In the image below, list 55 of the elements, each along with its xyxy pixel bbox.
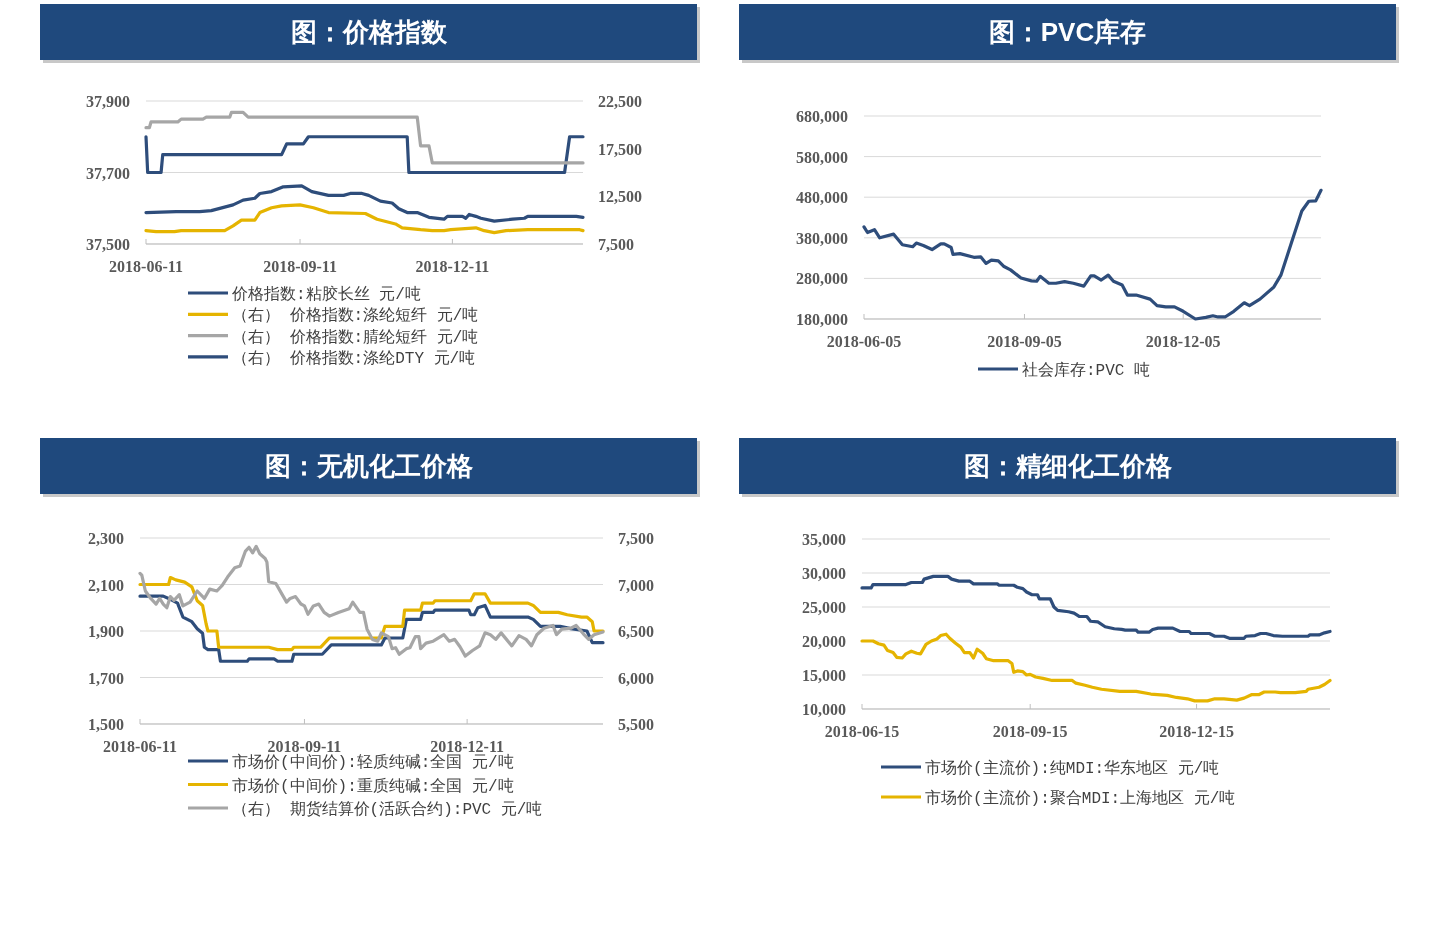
legend-label: （右） 期货结算价(活跃合约):PVC 元/吨	[232, 800, 543, 819]
y2-tick-label: 7,500	[618, 530, 654, 547]
legend-label: 市场价(主流价):聚合MDI:上海地区 元/吨	[925, 789, 1236, 808]
chart-title: 图：精细化工价格	[963, 451, 1172, 481]
y-tick-label: 37,900	[86, 93, 130, 110]
y2-tick-label: 22,500	[598, 93, 642, 110]
y-tick-label: 480,000	[796, 189, 848, 207]
chart-title: 图：价格指数	[290, 17, 448, 47]
y2-tick-label: 5,500	[618, 716, 654, 733]
y2-tick-label: 17,500	[598, 140, 642, 158]
x-tick-label: 2018-06-15	[824, 723, 900, 740]
y-tick-label: 280,000	[796, 270, 848, 288]
y2-tick-label: 6,500	[618, 623, 654, 640]
x-tick-label: 2018-09-11	[263, 258, 337, 275]
y-tick-label: 180,000	[796, 311, 848, 328]
x-tick-label: 2018-06-05	[826, 333, 902, 350]
y-tick-label: 20,000	[802, 633, 846, 650]
legend-label: （右） 价格指数:涤纶短纤 元/吨	[232, 306, 479, 326]
y2-tick-label: 7,500	[598, 236, 634, 253]
y-tick-label: 680,000	[796, 108, 848, 125]
x-tick-label: 2018-06-11	[103, 738, 177, 755]
legend-label: 市场价(主流价):纯MDI:华东地区 元/吨	[925, 759, 1220, 778]
x-tick-label: 2018-09-05	[987, 333, 1062, 350]
x-tick-label: 2018-12-15	[1159, 723, 1234, 740]
y-tick-label: 37,500	[86, 236, 130, 253]
y-tick-label: 30,000	[802, 565, 846, 582]
y-tick-label: 15,000	[802, 667, 846, 684]
y-tick-label: 2,100	[88, 576, 124, 594]
y-tick-label: 380,000	[796, 229, 848, 247]
legend-label: 市场价(中间价):轻质纯碱:全国 元/吨	[232, 753, 514, 772]
y-tick-label: 25,000	[802, 599, 846, 616]
x-tick-label: 2018-06-11	[109, 258, 183, 275]
y-tick-label: 35,000	[802, 531, 846, 548]
chart-title: 图：无机化工价格	[264, 451, 473, 481]
y-tick-label: 1,900	[88, 623, 124, 640]
y-tick-label: 1,500	[88, 716, 124, 733]
x-tick-label: 2018-12-11	[415, 258, 490, 275]
x-tick-label: 2018-09-11	[267, 738, 342, 755]
y2-tick-label: 6,000	[618, 669, 654, 687]
y-tick-label: 1,700	[88, 669, 124, 687]
legend-label: 市场价(中间价):重质纯碱:全国 元/吨	[232, 776, 514, 796]
y2-tick-label: 12,500	[598, 188, 642, 206]
y-tick-label: 2,300	[88, 530, 124, 547]
y-tick-label: 10,000	[802, 701, 846, 718]
legend-label: （右） 价格指数:涤纶DTY 元/吨	[232, 348, 476, 368]
x-tick-label: 2018-12-11	[430, 738, 505, 755]
legend-label: 社会库存:PVC 吨	[1022, 361, 1151, 380]
y-tick-label: 580,000	[796, 148, 848, 166]
y-tick-label: 37,700	[86, 164, 130, 182]
x-tick-label: 2018-09-15	[992, 723, 1068, 740]
x-tick-label: 2018-12-05	[1145, 333, 1221, 350]
legend-label: （右） 价格指数:腈纶短纤 元/吨	[232, 327, 479, 347]
y2-tick-label: 7,000	[618, 576, 654, 594]
legend-label: 价格指数:粘胶长丝 元/吨	[231, 285, 421, 304]
chart-title: 图：PVC库存	[988, 17, 1147, 47]
